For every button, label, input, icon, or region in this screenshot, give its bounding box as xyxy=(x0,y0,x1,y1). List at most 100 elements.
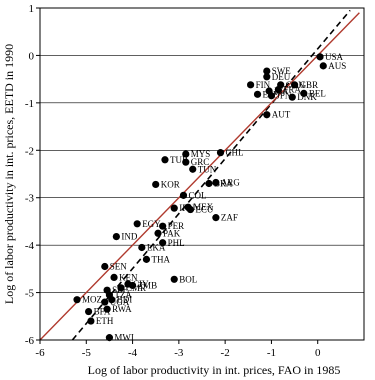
data-point-label: MWI xyxy=(114,333,134,343)
data-point-label: LKA xyxy=(147,243,166,253)
data-point-label: PHL xyxy=(168,238,185,248)
data-point-label: THA xyxy=(151,254,170,264)
data-point xyxy=(108,296,116,304)
data-point xyxy=(274,85,282,94)
plot-frame xyxy=(39,7,365,341)
data-point-label: USA xyxy=(325,52,344,62)
data-point-label: PAK xyxy=(163,228,181,238)
data-point xyxy=(263,67,271,75)
data-point-label: DEU xyxy=(272,72,291,82)
data-point-label: SLE xyxy=(112,285,129,295)
y-tick-label: -3 xyxy=(25,193,35,205)
data-point-label: BOL xyxy=(179,274,197,284)
data-point xyxy=(110,273,118,281)
data-point xyxy=(247,81,255,89)
data-point xyxy=(186,205,195,214)
x-tick-label: -4 xyxy=(128,347,138,359)
x-tick-label: -6 xyxy=(35,347,45,359)
data-point xyxy=(290,81,299,89)
y-tick-label: 1 xyxy=(29,3,35,15)
data-point xyxy=(154,229,162,237)
data-point xyxy=(212,214,220,222)
data-points: USAAUSSWEDEUFINGBRCANFRAITAESPJPNBELDNKA… xyxy=(73,52,346,343)
diagonal-line xyxy=(40,12,360,340)
data-point xyxy=(112,233,120,241)
data-point xyxy=(205,179,213,188)
data-point xyxy=(101,262,109,271)
data-point xyxy=(142,255,151,263)
data-point-label: PER xyxy=(168,221,185,231)
data-point-label: BEL xyxy=(309,88,326,98)
data-point-label: CIV xyxy=(133,279,149,289)
data-point-label: CMR xyxy=(126,283,146,293)
data-point-label: KOR xyxy=(161,179,180,189)
data-point-label: SEN xyxy=(110,261,128,271)
data-point xyxy=(103,305,111,313)
data-point xyxy=(128,281,137,290)
data-point xyxy=(105,334,114,342)
data-point-label: KEN xyxy=(119,272,138,282)
data-point-label: MOZ xyxy=(82,295,102,305)
data-point-label: ARG xyxy=(221,178,241,188)
data-point xyxy=(87,317,95,325)
data-point-label: ETH xyxy=(96,316,114,326)
data-point xyxy=(189,165,197,173)
data-point xyxy=(253,90,262,98)
data-point-label: BDI xyxy=(117,295,133,305)
y-axis-title: Log of labor productivity in int. prices… xyxy=(2,44,16,304)
data-point-label: SWE xyxy=(272,66,292,76)
data-point-label: FIN xyxy=(256,80,271,90)
grid-lines xyxy=(40,7,364,341)
data-point-label: EGY xyxy=(142,219,161,229)
data-point xyxy=(267,92,276,100)
x-axis-title: Log of labor productivity in int. prices… xyxy=(88,363,341,377)
data-point-label: UGA xyxy=(110,297,130,307)
data-point-label: BRA xyxy=(214,178,233,188)
data-point xyxy=(212,178,220,187)
data-point-label: COL xyxy=(188,190,206,200)
data-point-label: IND xyxy=(121,232,137,242)
data-point xyxy=(85,307,93,316)
y-tick-label: -2 xyxy=(25,145,34,157)
data-point xyxy=(73,296,81,304)
data-point-label: JPN xyxy=(276,91,292,101)
data-point xyxy=(159,239,167,247)
data-point xyxy=(101,298,109,306)
data-point-label: ZAF xyxy=(221,213,238,223)
data-point-label: TUR xyxy=(170,155,188,165)
data-point-label: AUT xyxy=(272,110,291,120)
data-point-label: MYS xyxy=(191,149,211,159)
data-point xyxy=(263,73,271,81)
data-point xyxy=(133,220,141,228)
data-point-label: DNK xyxy=(297,92,317,102)
data-point-label: TZA xyxy=(114,290,132,300)
data-point xyxy=(182,150,190,158)
reference-lines xyxy=(40,9,360,340)
x-tick-label: 0 xyxy=(315,347,321,359)
data-point-label: AUS xyxy=(328,61,346,71)
y-tick-label: -4 xyxy=(25,240,35,252)
data-point xyxy=(138,243,146,252)
data-point xyxy=(182,158,190,166)
data-point xyxy=(300,89,308,97)
x-tick-label: -2 xyxy=(221,347,230,359)
y-tick-label: -1 xyxy=(25,98,34,110)
data-point xyxy=(319,62,327,70)
dashed-fit-line xyxy=(71,9,351,340)
data-point-label: ECU xyxy=(195,205,214,215)
y-tick-label: -6 xyxy=(25,335,35,347)
data-point-label: ITA xyxy=(274,86,289,96)
data-point xyxy=(216,149,225,157)
y-tick-label: 0 xyxy=(29,50,35,62)
data-point-label: CAN xyxy=(286,80,306,90)
data-point xyxy=(288,93,296,101)
data-point xyxy=(152,180,160,189)
data-point xyxy=(170,275,178,283)
x-tick-label: -3 xyxy=(174,347,184,359)
data-point-label: GRC xyxy=(191,157,210,167)
x-tick-label: -5 xyxy=(82,347,92,359)
data-point xyxy=(179,191,188,199)
axes: -6 -5 -4 -3 -2 -1 0 1 -6 -5 -4 -3 -2 -1 0 xyxy=(25,3,365,359)
